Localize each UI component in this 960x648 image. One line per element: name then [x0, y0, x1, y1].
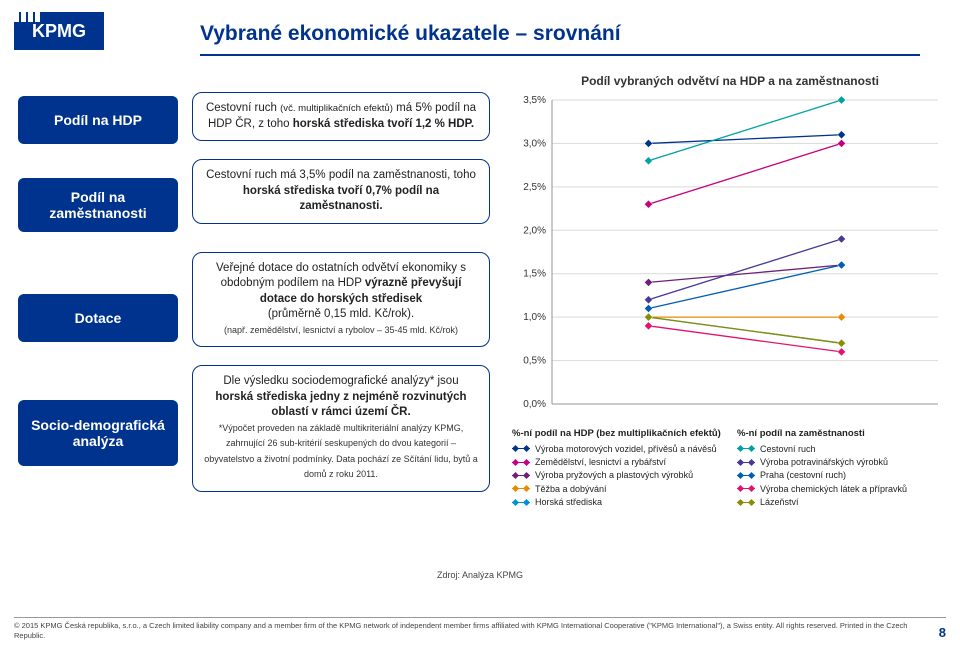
legend-swatch	[512, 462, 530, 463]
svg-text:0,5%: 0,5%	[523, 356, 546, 367]
legend-swatch	[512, 448, 530, 449]
svg-text:2,5%: 2,5%	[523, 182, 546, 193]
legend-label: Lázeňství	[760, 497, 799, 507]
title-underline	[200, 54, 920, 56]
legend-label: Výroba potravinářských výrobků	[760, 457, 888, 467]
category-pills: Podíl na HDP Podíl na zaměstnanosti Dota…	[18, 96, 178, 466]
pill-employment: Podíl na zaměstnanosti	[18, 178, 178, 232]
legend-label: Horská střediska	[535, 497, 602, 507]
legend-item: Výroba chemických látek a přípravků	[737, 482, 948, 495]
legend-item: Výroba pryžových a plastových výrobků	[512, 469, 723, 482]
page-title: Vybrané ekonomické ukazatele – srovnání	[200, 22, 621, 46]
legend-item: Lázeňství	[737, 495, 948, 508]
legend-item: Horská střediska	[512, 495, 723, 508]
svg-text:0,0%: 0,0%	[523, 399, 546, 410]
source-line: Zdroj: Analýza KPMG	[0, 570, 960, 580]
legend-swatch	[737, 462, 755, 463]
legend-swatch	[737, 448, 755, 449]
svg-text:3,5%: 3,5%	[523, 95, 546, 106]
svg-text:2,0%: 2,0%	[523, 225, 546, 236]
legend-item: Praha (cestovní ruch)	[737, 469, 948, 482]
pill-hdp: Podíl na HDP	[18, 96, 178, 144]
logo-stripes	[14, 12, 40, 22]
page-footer: © 2015 KPMG Česká republika, s.r.o., a C…	[14, 617, 946, 640]
box-sociodemo: Dle výsledku sociodemografické analýzy* …	[192, 365, 490, 492]
svg-text:3,0%: 3,0%	[523, 138, 546, 149]
legend-swatch	[512, 502, 530, 503]
legend-label: Těžba a dobývání	[535, 484, 607, 494]
legend-head-right: %-ní podíl na zaměstnanosti	[737, 428, 948, 442]
legend-swatch	[512, 488, 530, 489]
pill-subsidies: Dotace	[18, 294, 178, 342]
chart-svg: 0,0% 0,5% 1,0% 1,5% 2,0% 2,5% 3,0% 3,5%	[512, 94, 948, 424]
legend-item: Zemědělství, lesnictví a rybářství	[512, 455, 723, 468]
svg-text:1,5%: 1,5%	[523, 269, 546, 280]
comparison-chart: Podíl vybraných odvětví na HDP a na zamě…	[512, 74, 948, 544]
legend-head-left: %-ní podíl na HDP (bez multiplikačních e…	[512, 428, 723, 442]
svg-text:1,0%: 1,0%	[523, 312, 546, 323]
chart-legend: %-ní podíl na HDP (bez multiplikačních e…	[512, 428, 948, 509]
legend-item: Těžba a dobývání	[512, 482, 723, 495]
description-boxes: Cestovní ruch (vč. multiplikačních efekt…	[192, 92, 490, 492]
pill-sociodemo: Socio-demografická analýza	[18, 400, 178, 466]
legend-label: Výroba motorových vozidel, přívěsů a náv…	[535, 444, 717, 454]
chart-title: Podíl vybraných odvětví na HDP a na zamě…	[512, 74, 948, 88]
legend-label: Zemědělství, lesnictví a rybářství	[535, 457, 666, 467]
legend-item: Cestovní ruch	[737, 442, 948, 455]
copyright: © 2015 KPMG Česká republika, s.r.o., a C…	[14, 621, 919, 640]
legend-label: Výroba chemických látek a přípravků	[760, 484, 907, 494]
legend-swatch	[737, 475, 755, 476]
page-number: 8	[939, 625, 946, 640]
legend-item: Výroba motorových vozidel, přívěsů a náv…	[512, 442, 723, 455]
legend-swatch	[512, 475, 530, 476]
box-hdp: Cestovní ruch (vč. multiplikačních efekt…	[192, 92, 490, 141]
legend-swatch	[737, 488, 755, 489]
legend-item: Výroba potravinářských výrobků	[737, 455, 948, 468]
legend-swatch	[737, 502, 755, 503]
legend-label: Cestovní ruch	[760, 444, 816, 454]
box-employment: Cestovní ruch má 3,5% podíl na zaměstnan…	[192, 159, 490, 224]
legend-label: Výroba pryžových a plastových výrobků	[535, 470, 693, 480]
legend-label: Praha (cestovní ruch)	[760, 470, 846, 480]
logo-text: KPMG	[32, 21, 86, 42]
box-subsidies: Veřejné dotace do ostatních odvětví ekon…	[192, 252, 490, 348]
